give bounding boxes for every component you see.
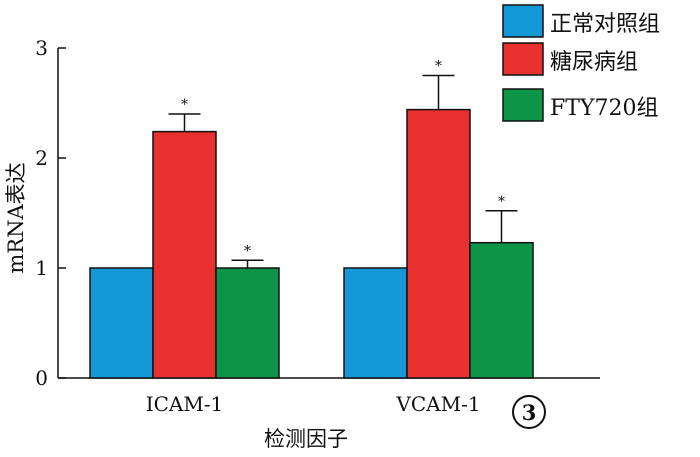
y-tick-label: 2 xyxy=(35,146,48,170)
significance-marker: * xyxy=(244,243,251,259)
legend-swatch xyxy=(502,4,544,38)
bar xyxy=(343,267,408,379)
significance-marker: * xyxy=(181,97,188,113)
y-ticks: 0 1 2 3 xyxy=(35,36,66,390)
x-axis-label: 检测因子 xyxy=(264,427,348,451)
bar xyxy=(469,241,534,379)
panel-label-text: 3 xyxy=(522,400,537,425)
legend-label: 正常对照组 xyxy=(550,12,660,37)
legend-label: 糖尿病组 xyxy=(550,50,638,75)
panel-label: 3 xyxy=(512,395,546,429)
bar xyxy=(215,267,280,379)
y-tick-label: 3 xyxy=(35,36,48,60)
significance-marker: * xyxy=(435,59,442,75)
bar xyxy=(89,267,154,379)
legend-swatch xyxy=(502,88,544,122)
significance-marker: * xyxy=(498,194,505,210)
legend-label: FTY720组 xyxy=(550,96,658,121)
y-tick-label: 0 xyxy=(35,366,48,390)
bar xyxy=(152,130,217,379)
y-axis-label: mRNA表达 xyxy=(4,162,28,273)
panel-label-circle xyxy=(512,395,546,429)
bars: * * * * xyxy=(89,59,534,379)
x-tick-label: VCAM-1 xyxy=(395,392,480,416)
x-tick-labels: ICAM-1 VCAM-1 xyxy=(146,392,481,416)
bar xyxy=(406,108,471,379)
x-tick-label: ICAM-1 xyxy=(146,392,224,416)
legend-swatch xyxy=(502,42,544,76)
y-tick-label: 1 xyxy=(35,256,48,280)
